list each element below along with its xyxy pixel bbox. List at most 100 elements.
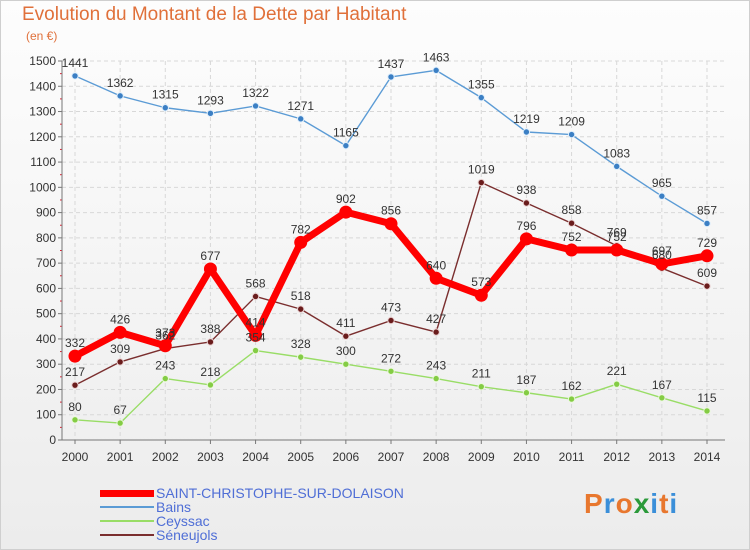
data-point-ceyssac (567, 395, 576, 403)
data-point-saint-christophe-sur-dolaison (249, 328, 263, 342)
data-point-bains (432, 66, 440, 75)
axes (58, 60, 725, 444)
data-label-ceyssac: 272 (381, 351, 401, 365)
data-label-saint-christophe-sur-dolaison: 640 (426, 258, 446, 272)
data-point-saint-christophe-sur-dolaison (158, 339, 172, 353)
x-tick-label: 2001 (107, 450, 134, 464)
data-point-s-neujols (116, 358, 124, 366)
data-point-saint-christophe-sur-dolaison (610, 243, 624, 257)
data-label-bains: 1293 (197, 93, 224, 107)
data-label-bains: 1209 (558, 115, 585, 129)
data-label-ceyssac: 167 (652, 378, 672, 392)
data-point-ceyssac (477, 382, 485, 391)
data-label-ceyssac: 187 (516, 373, 536, 387)
legend-label-ceyssac: Ceyssac (156, 513, 210, 529)
y-tick-label: 900 (36, 206, 56, 220)
data-label-s-neujols: 568 (246, 276, 266, 290)
proxiti-logo: Proxiti (584, 488, 678, 520)
y-tick-label: 800 (36, 231, 56, 245)
y-tick-label: 400 (36, 332, 56, 346)
data-point-ceyssac (613, 380, 621, 388)
data-point-saint-christophe-sur-dolaison (339, 205, 353, 219)
chart-unit-label: (en €) (26, 29, 58, 43)
data-point-bains (116, 92, 124, 100)
data-point-s-neujols (297, 305, 305, 313)
x-tick-label: 2014 (694, 450, 721, 464)
series-layer (68, 66, 714, 427)
y-tick-label: 1400 (29, 79, 56, 93)
data-label-bains: 1355 (468, 78, 495, 92)
data-label-bains: 1437 (378, 57, 405, 71)
data-label-ceyssac: 211 (472, 367, 491, 381)
legend-label-saint-christophe: SAINT-CHRISTOPHE-SUR-DOLAISON (156, 485, 404, 501)
legend-swatch-bains (100, 506, 154, 508)
data-label-saint-christophe-sur-dolaison: 729 (697, 236, 717, 250)
y-tick-label: 1000 (29, 180, 56, 194)
data-label-saint-christophe-sur-dolaison: 332 (65, 336, 85, 350)
x-tick-label: 2006 (333, 450, 360, 464)
x-tick-label: 2004 (242, 450, 269, 464)
data-point-ceyssac (342, 360, 350, 368)
data-point-bains (297, 115, 305, 123)
data-label-saint-christophe-sur-dolaison: 677 (200, 249, 220, 263)
legend-swatch-saint-christophe (100, 489, 154, 497)
data-label-bains: 1463 (423, 50, 450, 64)
data-label-s-neujols: 609 (697, 266, 717, 280)
data-point-s-neujols (703, 282, 711, 290)
data-label-bains: 965 (652, 176, 672, 190)
x-tick-label: 2002 (152, 450, 179, 464)
data-label-saint-christophe-sur-dolaison: 697 (652, 244, 672, 258)
legend-item-saint-christophe: SAINT-CHRISTOPHE-SUR-DOLAISON (100, 485, 404, 501)
data-label-s-neujols: 388 (200, 322, 220, 336)
data-point-s-neujols (206, 338, 215, 346)
data-point-bains (522, 128, 531, 136)
x-tick-label: 2005 (287, 450, 314, 464)
y-tick-label: 1100 (30, 155, 56, 169)
data-point-s-neujols (71, 381, 79, 389)
data-point-bains (206, 109, 215, 118)
data-point-ceyssac (116, 419, 124, 427)
data-label-saint-christophe-sur-dolaison: 782 (291, 222, 311, 236)
legend-label-seneujols: Séneujols (156, 527, 218, 543)
data-point-ceyssac (658, 394, 666, 402)
data-point-bains (613, 162, 621, 171)
logo-letter: P (584, 488, 604, 519)
data-point-bains (342, 141, 350, 150)
data-point-ceyssac (387, 367, 395, 375)
data-label-saint-christophe-sur-dolaison: 573 (471, 275, 491, 289)
data-point-saint-christophe-sur-dolaison (68, 349, 82, 363)
data-label-ceyssac: 115 (697, 391, 716, 405)
data-label-saint-christophe-sur-dolaison: 414 (246, 315, 266, 329)
data-point-s-neujols (522, 199, 531, 207)
data-point-saint-christophe-sur-dolaison (519, 232, 533, 246)
data-label-s-neujols: 427 (426, 312, 446, 326)
data-point-bains (387, 73, 395, 81)
data-label-bains: 1219 (513, 112, 540, 126)
y-tick-label: 0 (49, 433, 56, 447)
x-tick-label: 2003 (197, 450, 224, 464)
data-point-saint-christophe-sur-dolaison (113, 325, 127, 339)
y-tick-labels: 0 100 200 300 400 500 600 700 800 900 1000 1100 1200… (29, 54, 56, 447)
data-label-ceyssac: 300 (336, 344, 356, 358)
data-point-ceyssac (206, 381, 215, 389)
data-label-s-neujols: 217 (65, 365, 85, 379)
legend-swatch-ceyssac (100, 520, 154, 522)
x-tick-label: 2013 (649, 450, 676, 464)
data-label-s-neujols: 362 (155, 329, 175, 343)
data-label-bains: 1362 (107, 76, 134, 90)
x-tick-label: 2008 (423, 450, 450, 464)
data-point-saint-christophe-sur-dolaison (700, 249, 714, 263)
data-point-s-neujols (342, 332, 350, 340)
data-label-ceyssac: 162 (562, 379, 582, 393)
logo-letter: t (659, 488, 670, 519)
data-label-ceyssac: 218 (200, 365, 220, 379)
data-label-bains: 1083 (603, 146, 630, 160)
data-label-saint-christophe-sur-dolaison: 752 (607, 230, 627, 244)
legend-item-seneujols: Séneujols (100, 527, 218, 543)
data-point-ceyssac (161, 374, 169, 383)
data-point-bains (658, 192, 666, 200)
data-point-s-neujols (477, 178, 485, 187)
data-point-bains (251, 102, 260, 110)
logo-letter: o (615, 488, 634, 519)
